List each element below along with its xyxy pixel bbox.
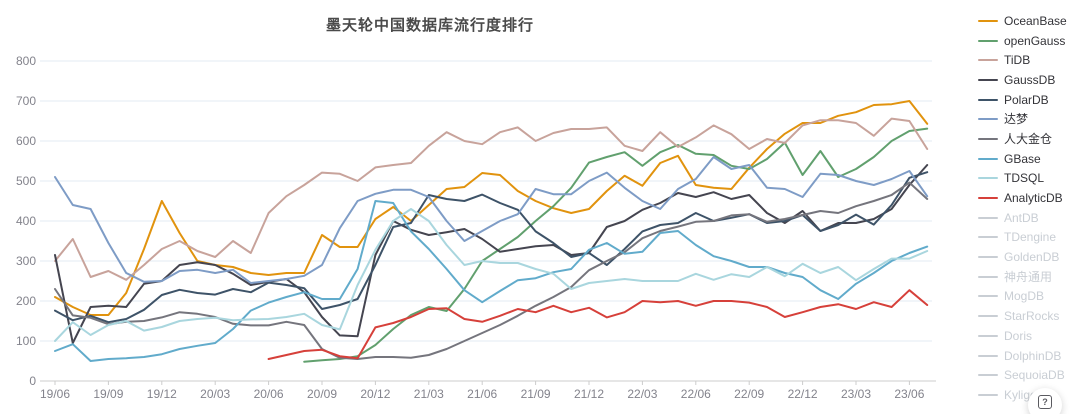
legend-label: TiDB (1004, 53, 1031, 68)
x-axis-label: 23/06 (894, 387, 924, 401)
legend-swatch (978, 236, 998, 239)
legend-item-GBase[interactable]: GBase (978, 152, 1078, 166)
legend-swatch (978, 295, 998, 298)
y-axis-label: 400 (16, 214, 36, 228)
legend-label: 人大金仓 (1004, 131, 1053, 146)
y-axis-label: 800 (16, 54, 36, 68)
legend-label: DolphinDB (1004, 348, 1062, 363)
legend-swatch (978, 334, 998, 337)
legend-item-GaussDB[interactable]: GaussDB (978, 73, 1078, 87)
chart-legend: OceanBase openGauss TiDB GaussDB PolarDB 达梦人大… (978, 14, 1078, 408)
legend-swatch (978, 137, 998, 140)
legend-item-DolphinDB[interactable]: DolphinDB (978, 349, 1078, 363)
legend-swatch (978, 275, 998, 278)
legend-swatch (978, 354, 998, 357)
series-line-GBase (54, 200, 929, 362)
legend-swatch (978, 78, 998, 81)
legend-label: TDSQL (1004, 171, 1045, 186)
x-axis-label: 21/06 (467, 387, 497, 401)
legend-label: AntDB (1004, 210, 1039, 225)
legend-item-GoldenDB[interactable]: GoldenDB (978, 250, 1078, 264)
legend-item-OceanBase[interactable]: OceanBase (978, 14, 1078, 28)
x-axis-label: 22/03 (627, 387, 657, 401)
legend-label: 达梦 (1004, 112, 1029, 127)
legend-swatch (978, 177, 998, 180)
legend-label: 神舟通用 (1004, 269, 1053, 284)
x-axis-label: 19/09 (93, 387, 123, 401)
legend-label: StarRocks (1004, 309, 1060, 324)
series-line-AnalyticDB (267, 289, 929, 360)
series-line-OceanBase (54, 100, 929, 316)
legend-label: openGauss (1004, 33, 1066, 48)
legend-label: Doris (1004, 328, 1033, 343)
legend-swatch (978, 197, 998, 200)
legend-swatch (978, 157, 998, 160)
x-axis-label: 20/03 (200, 387, 230, 401)
y-axis-label: 100 (16, 334, 36, 348)
legend-label: SequoiaDB (1004, 368, 1065, 383)
legend-swatch (978, 315, 998, 318)
chart-title: 墨天轮中国数据库流行度排行 (325, 17, 534, 34)
legend-item-TDengine[interactable]: TDengine (978, 231, 1078, 245)
x-axis-label: 21/12 (574, 387, 604, 401)
legend-item-人大金仓[interactable]: 人大金仓 (978, 132, 1078, 146)
x-axis-label: 20/06 (254, 387, 284, 401)
legend-swatch (978, 39, 998, 42)
series-line-TDSQL (54, 208, 929, 342)
legend-item-AntDB[interactable]: AntDB (978, 211, 1078, 225)
legend-item-Doris[interactable]: Doris (978, 329, 1078, 343)
legend-label: MogDB (1004, 289, 1045, 304)
legend-item-TiDB[interactable]: TiDB (978, 53, 1078, 67)
legend-item-StarRocks[interactable]: StarRocks (978, 309, 1078, 323)
y-axis-label: 500 (16, 174, 36, 188)
series-line-PolarDB (54, 171, 929, 324)
legend-item-MogDB[interactable]: MogDB (978, 290, 1078, 304)
x-axis-label: 21/03 (414, 387, 444, 401)
legend-swatch (978, 19, 998, 22)
help-fab[interactable]: ? (1028, 388, 1062, 414)
legend-item-openGauss[interactable]: openGauss (978, 34, 1078, 48)
y-axis-label: 0 (29, 374, 36, 388)
legend-swatch (978, 216, 998, 219)
series-line-TiDB (54, 117, 929, 281)
series-line-达梦 (54, 156, 929, 284)
legend-label: GBase (1004, 151, 1041, 166)
legend-label: AnalyticDB (1004, 191, 1063, 206)
y-axis-label: 700 (16, 94, 36, 108)
legend-item-神舟通用[interactable]: 神舟通用 (978, 270, 1078, 284)
y-axis-label: 600 (16, 134, 36, 148)
legend-swatch (978, 98, 998, 101)
legend-label: OceanBase (1004, 13, 1067, 28)
legend-item-AnalyticDB[interactable]: AnalyticDB (978, 191, 1078, 205)
x-axis-label: 19/12 (147, 387, 177, 401)
legend-item-TDSQL[interactable]: TDSQL (978, 172, 1078, 186)
legend-item-SequoiaDB[interactable]: SequoiaDB (978, 368, 1078, 382)
x-axis-label: 22/09 (734, 387, 764, 401)
y-axis-label: 200 (16, 294, 36, 308)
x-axis-label: 23/03 (841, 387, 871, 401)
legend-label: GoldenDB (1004, 250, 1060, 265)
legend-item-PolarDB[interactable]: PolarDB (978, 93, 1078, 107)
x-axis-label: 19/06 (40, 387, 70, 401)
x-axis-label: 22/12 (788, 387, 818, 401)
x-axis-label: 21/09 (521, 387, 551, 401)
legend-label: PolarDB (1004, 92, 1049, 107)
x-axis-label: 20/12 (360, 387, 390, 401)
legend-swatch (978, 393, 998, 396)
question-mark-icon: ? (1038, 395, 1052, 409)
x-axis-label: 22/06 (681, 387, 711, 401)
x-axis-label: 20/09 (307, 387, 337, 401)
series-line-人大金仓 (54, 181, 929, 360)
legend-label: GaussDB (1004, 72, 1056, 87)
legend-swatch (978, 59, 998, 62)
legend-item-达梦[interactable]: 达梦 (978, 112, 1078, 126)
legend-swatch (978, 374, 998, 377)
y-axis-label: 300 (16, 254, 36, 268)
legend-swatch (978, 118, 998, 121)
legend-label: TDengine (1004, 230, 1057, 245)
legend-swatch (978, 256, 998, 259)
